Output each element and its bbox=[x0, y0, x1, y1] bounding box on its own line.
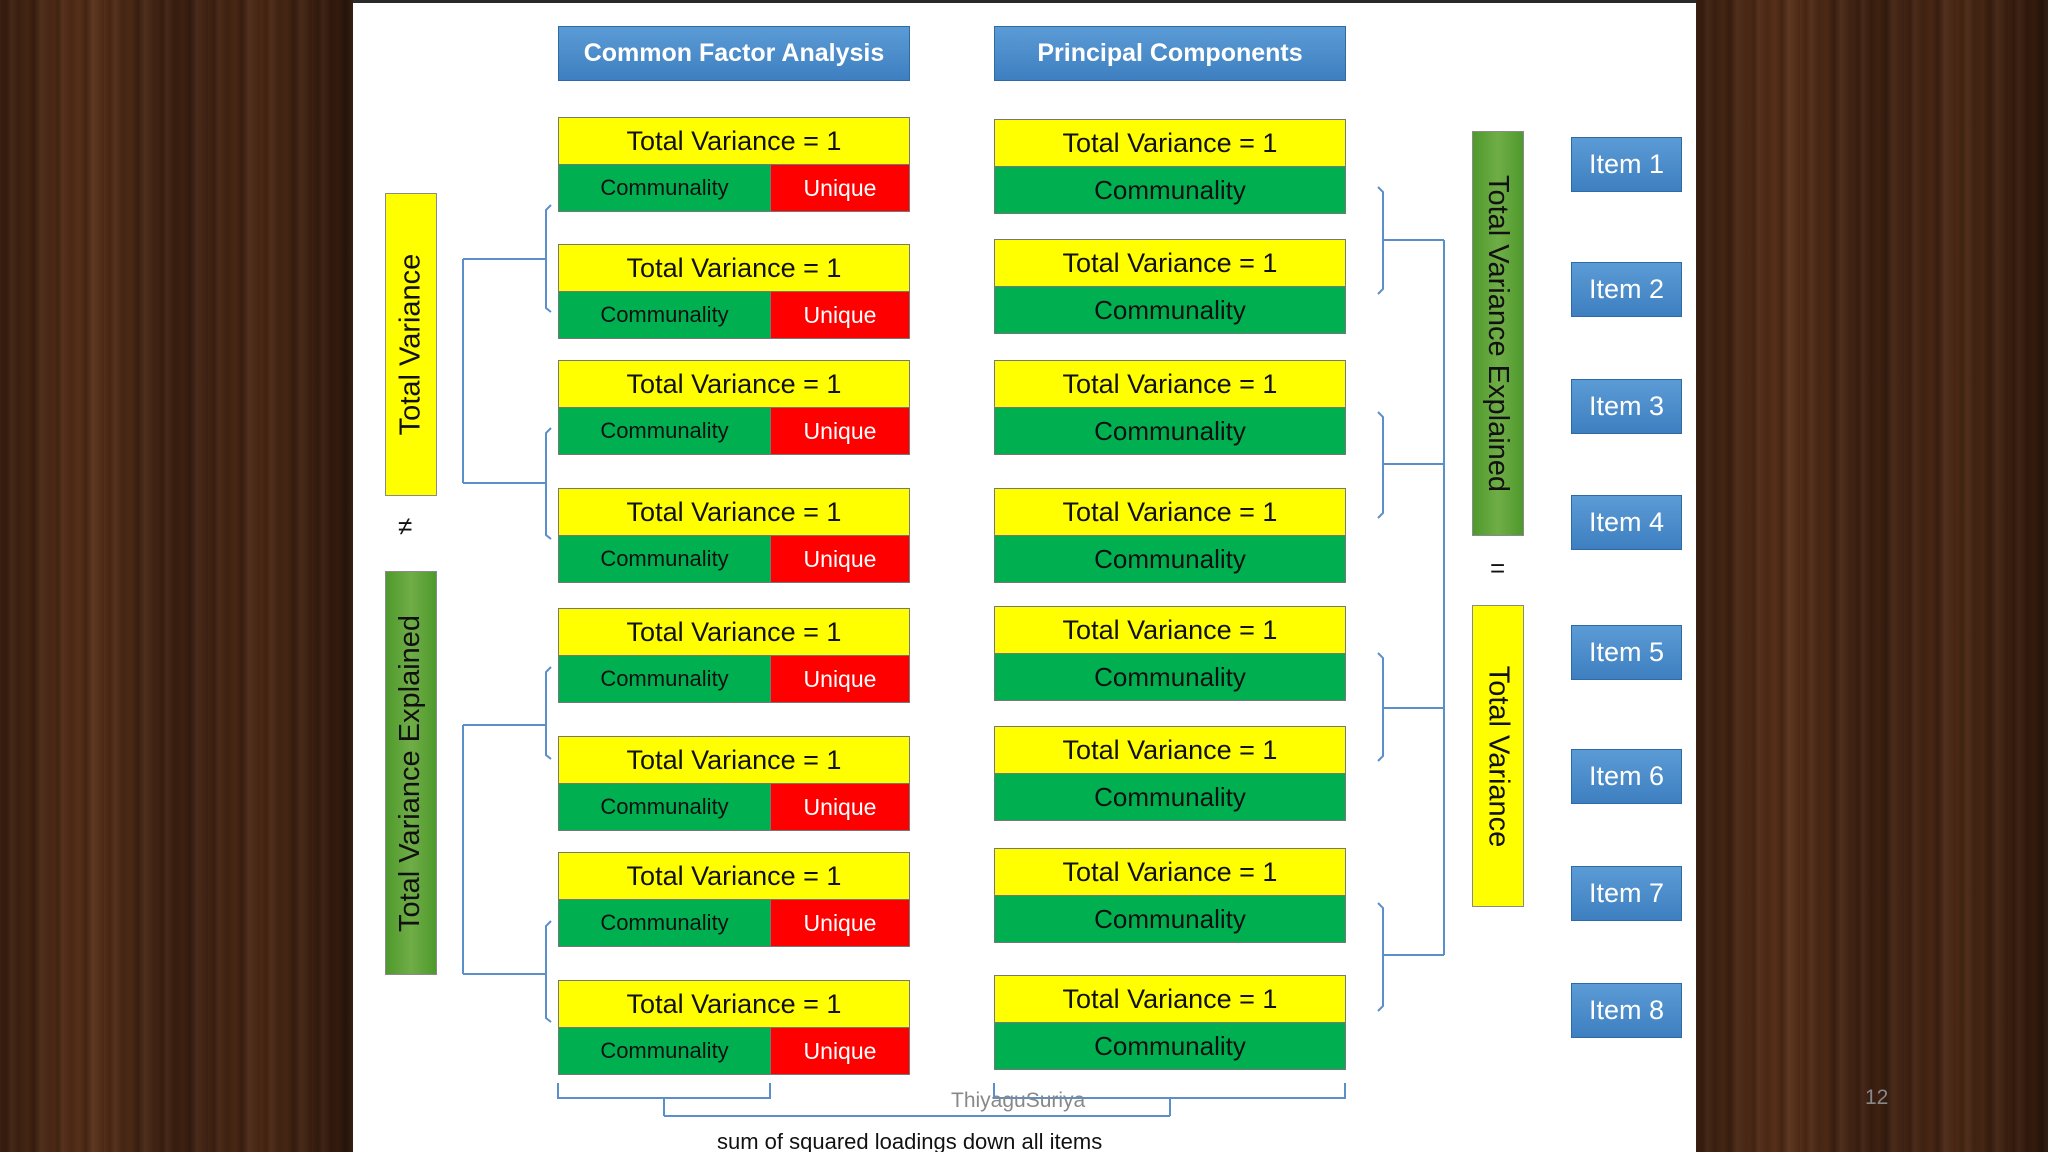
pca-item-block: Total Variance = 1 Communality bbox=[994, 119, 1346, 214]
item-box: Item 6 bbox=[1571, 749, 1682, 804]
footer-caption: sum of squared loadings down all items bbox=[717, 1129, 1103, 1152]
wood-background-left bbox=[0, 0, 353, 1152]
communality-cell: Communality bbox=[559, 900, 771, 946]
total-variance-cell: Total Variance = 1 bbox=[559, 853, 909, 900]
cfa-header: Common Factor Analysis bbox=[558, 26, 910, 81]
total-variance-cell: Total Variance = 1 bbox=[559, 609, 909, 656]
total-variance-cell: Total Variance = 1 bbox=[995, 489, 1345, 536]
unique-cell: Unique bbox=[771, 536, 909, 582]
pca-item-block: Total Variance = 1 Communality bbox=[994, 239, 1346, 334]
cfa-item-block: Total Variance = 1 Communality Unique bbox=[558, 117, 910, 212]
pca-item-block: Total Variance = 1 Communality bbox=[994, 488, 1346, 583]
total-variance-cell: Total Variance = 1 bbox=[995, 120, 1345, 167]
communality-cell: Communality bbox=[559, 536, 771, 582]
unique-cell: Unique bbox=[771, 408, 909, 454]
communality-cell: Communality bbox=[995, 654, 1345, 700]
bracket-pca-pair-4 bbox=[1377, 902, 1384, 1012]
total-variance-cell: Total Variance = 1 bbox=[559, 981, 909, 1028]
right-total-variance-label: Total Variance bbox=[1472, 605, 1524, 907]
communality-cell: Communality bbox=[559, 408, 771, 454]
unique-cell: Unique bbox=[771, 900, 909, 946]
total-variance-cell: Total Variance = 1 bbox=[995, 849, 1345, 896]
bracket-cfa-pair-4 bbox=[545, 920, 552, 1023]
pca-item-block: Total Variance = 1 Communality bbox=[994, 848, 1346, 943]
total-variance-cell: Total Variance = 1 bbox=[995, 240, 1345, 287]
communality-cell: Communality bbox=[995, 1023, 1345, 1069]
wood-background-right bbox=[1696, 0, 2048, 1152]
unique-cell: Unique bbox=[771, 292, 909, 338]
cfa-item-block: Total Variance = 1 Communality Unique bbox=[558, 980, 910, 1075]
unique-cell: Unique bbox=[771, 784, 909, 830]
bracket-cfa-pair-1 bbox=[545, 204, 552, 313]
page-number: 12 bbox=[1865, 1086, 1889, 1109]
left-total-variance-label: Total Variance bbox=[385, 193, 437, 496]
item-box: Item 7 bbox=[1571, 866, 1682, 921]
item-box: Item 8 bbox=[1571, 983, 1682, 1038]
total-variance-cell: Total Variance = 1 bbox=[995, 727, 1345, 774]
not-equal-symbol: ≠ bbox=[398, 511, 413, 541]
communality-cell: Communality bbox=[559, 292, 771, 338]
total-variance-cell: Total Variance = 1 bbox=[559, 489, 909, 536]
brace-communality-column bbox=[557, 1083, 771, 1099]
pca-item-block: Total Variance = 1 Communality bbox=[994, 360, 1346, 455]
cfa-item-block: Total Variance = 1 Communality Unique bbox=[558, 360, 910, 455]
total-variance-cell: Total Variance = 1 bbox=[559, 245, 909, 292]
item-box: Item 3 bbox=[1571, 379, 1682, 434]
right-total-variance-explained-label: Total Variance Explained bbox=[1472, 131, 1524, 536]
bracket-lines bbox=[462, 186, 1445, 1117]
communality-cell: Communality bbox=[559, 656, 771, 702]
communality-cell: Communality bbox=[559, 784, 771, 830]
total-variance-cell: Total Variance = 1 bbox=[559, 737, 909, 784]
cfa-item-block: Total Variance = 1 Communality Unique bbox=[558, 488, 910, 583]
slide: Common Factor Analysis Principal Compone… bbox=[353, 0, 1696, 1152]
unique-cell: Unique bbox=[771, 165, 909, 211]
pca-item-block: Total Variance = 1 Communality bbox=[994, 726, 1346, 821]
unique-cell: Unique bbox=[771, 656, 909, 702]
total-variance-cell: Total Variance = 1 bbox=[995, 361, 1345, 408]
bracket-pca-pair-1 bbox=[1377, 186, 1384, 295]
total-variance-cell: Total Variance = 1 bbox=[995, 607, 1345, 654]
pca-header: Principal Components bbox=[994, 26, 1346, 81]
communality-cell: Communality bbox=[995, 287, 1345, 333]
pca-item-block: Total Variance = 1 Communality bbox=[994, 606, 1346, 701]
item-box: Item 2 bbox=[1571, 262, 1682, 317]
communality-cell: Communality bbox=[995, 408, 1345, 454]
credit-text: ThiyaguSuriya bbox=[951, 1089, 1086, 1112]
pca-item-block: Total Variance = 1 Communality bbox=[994, 975, 1346, 1070]
cfa-item-block: Total Variance = 1 Communality Unique bbox=[558, 852, 910, 947]
communality-cell: Communality bbox=[559, 1028, 771, 1074]
unique-cell: Unique bbox=[771, 1028, 909, 1074]
left-total-variance-explained-label: Total Variance Explained bbox=[385, 571, 437, 975]
cfa-item-block: Total Variance = 1 Communality Unique bbox=[558, 244, 910, 339]
bracket-cfa-pair-3 bbox=[545, 666, 552, 760]
equal-symbol: = bbox=[1490, 553, 1506, 583]
total-variance-cell: Total Variance = 1 bbox=[995, 976, 1345, 1023]
communality-cell: Communality bbox=[995, 536, 1345, 582]
communality-cell: Communality bbox=[995, 774, 1345, 820]
item-box: Item 4 bbox=[1571, 495, 1682, 550]
item-box: Item 5 bbox=[1571, 625, 1682, 680]
cfa-item-block: Total Variance = 1 Communality Unique bbox=[558, 608, 910, 703]
communality-cell: Communality bbox=[559, 165, 771, 211]
total-variance-cell: Total Variance = 1 bbox=[559, 361, 909, 408]
bracket-pca-pair-2 bbox=[1377, 411, 1384, 519]
communality-cell: Communality bbox=[995, 167, 1345, 213]
bracket-pca-pair-3 bbox=[1377, 652, 1384, 762]
item-box: Item 1 bbox=[1571, 137, 1682, 192]
cfa-item-block: Total Variance = 1 Communality Unique bbox=[558, 736, 910, 831]
total-variance-cell: Total Variance = 1 bbox=[559, 118, 909, 165]
bracket-cfa-pair-2 bbox=[545, 427, 552, 540]
communality-cell: Communality bbox=[995, 896, 1345, 942]
